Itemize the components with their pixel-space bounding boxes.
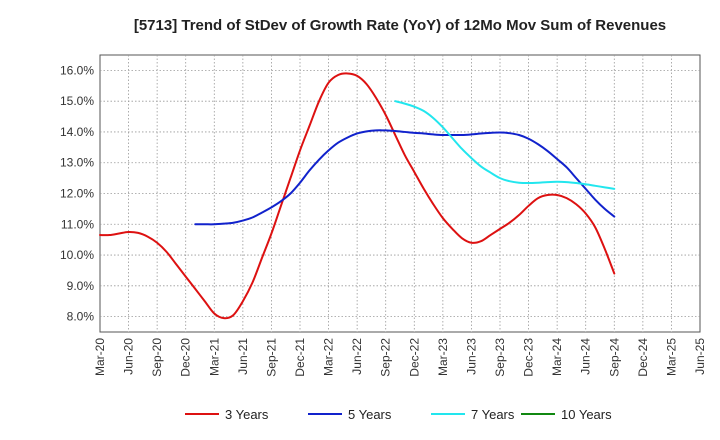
x-tick-label: Mar-23 (436, 338, 450, 376)
x-tick-label: Dec-23 (522, 338, 536, 377)
y-tick-label: 12.0% (60, 187, 94, 201)
legend-label-10-years: 10 Years (561, 407, 612, 422)
y-tick-label: 10.0% (60, 248, 94, 262)
x-tick-label: Sep-23 (493, 338, 507, 377)
chart-title: [5713] Trend of StDev of Growth Rate (Yo… (134, 17, 666, 34)
x-tick-label: Jun-23 (464, 338, 478, 375)
x-tick-label: Jun-20 (122, 338, 136, 375)
series-line-7-years (394, 100, 616, 190)
x-tick-label: Sep-20 (150, 338, 164, 377)
x-tick-label: Jun-21 (236, 338, 250, 375)
x-tick-label: Mar-22 (322, 338, 336, 376)
plot-frame (99, 54, 701, 333)
plot-area (99, 54, 701, 333)
legend-label-7-years: 7 Years (471, 407, 515, 422)
y-tick-label: 9.0% (67, 279, 95, 293)
x-tick-label: Mar-20 (93, 338, 107, 376)
x-tick-label: Sep-22 (379, 338, 393, 377)
x-tick-label: Jun-25 (693, 338, 707, 375)
x-axis: Mar-20 Jun-20 Sep-20 Dec-20 Mar-21 Jun-21 Sep-… (93, 338, 707, 377)
x-tick-label: Dec-21 (293, 338, 307, 377)
x-tick-label: Dec-22 (407, 338, 421, 377)
x-tick-label: Mar-24 (550, 338, 564, 376)
y-tick-label: 15.0% (60, 94, 94, 108)
x-tick-label: Mar-21 (207, 338, 221, 376)
y-tick-label: 14.0% (60, 125, 94, 139)
series-line-3-years (99, 72, 616, 320)
legend-label-5-years: 5 Years (348, 407, 392, 422)
y-tick-label: 13.0% (60, 156, 94, 170)
y-tick-label: 16.0% (60, 63, 94, 77)
series-layer (99, 72, 616, 320)
x-tick-label: Sep-21 (264, 338, 278, 377)
x-tick-label: Sep-24 (607, 338, 621, 377)
x-tick-label: Mar-25 (664, 338, 678, 376)
x-tick-label: Dec-20 (179, 338, 193, 377)
x-tick-label: Dec-24 (636, 338, 650, 377)
x-tick-label: Jun-22 (350, 338, 364, 375)
y-tick-label: 8.0% (67, 310, 95, 324)
y-axis: 8.0% 9.0% 10.0% 11.0% 12.0% 13.0% 14.0% 15.0% 16… (60, 63, 94, 323)
legend-label-3-years: 3 Years (225, 407, 269, 422)
y-tick-label: 11.0% (61, 217, 94, 231)
x-tick-label: Jun-24 (579, 338, 593, 375)
legend: 3 Years 5 Years 7 Years 10 Years (185, 407, 612, 422)
series-line-5-years (194, 129, 616, 226)
